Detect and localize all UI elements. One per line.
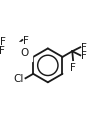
Text: O: O bbox=[20, 47, 28, 57]
Text: Cl: Cl bbox=[13, 74, 24, 84]
Text: F: F bbox=[0, 45, 5, 55]
Text: F: F bbox=[23, 36, 29, 46]
Text: F: F bbox=[0, 36, 6, 46]
Text: F: F bbox=[81, 51, 87, 61]
Text: F: F bbox=[81, 43, 87, 53]
Text: F: F bbox=[70, 62, 76, 72]
